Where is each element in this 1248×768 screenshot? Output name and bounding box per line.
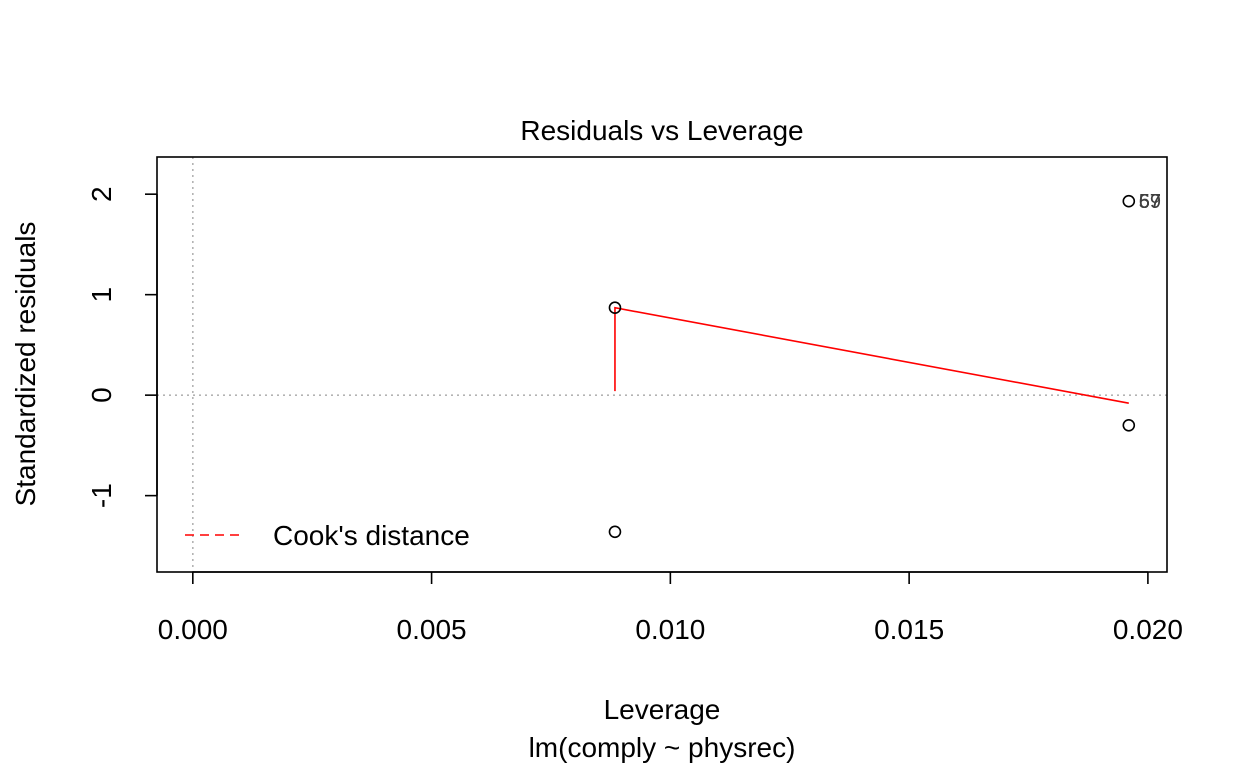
smoother-line-group bbox=[614, 306, 1129, 404]
y-axis: -1 0 1 2 bbox=[86, 186, 158, 508]
x-tick-label: 0.015 bbox=[874, 614, 944, 645]
plot-frame bbox=[156, 156, 1168, 573]
x-axis-label: Leverage bbox=[604, 694, 721, 725]
y-tick-label: -1 bbox=[86, 483, 117, 508]
chart-subtitle: lm(comply ~ physrec) bbox=[529, 732, 796, 763]
legend-label: Cook's distance bbox=[273, 520, 470, 551]
y-tick-label: 2 bbox=[86, 186, 117, 202]
data-point bbox=[1122, 194, 1136, 208]
x-axis: 0.000 0.005 0.010 0.015 0.020 bbox=[158, 571, 1183, 645]
y-tick-label: 1 bbox=[86, 287, 117, 303]
y-tick-label: 0 bbox=[86, 387, 117, 403]
data-point bbox=[608, 525, 622, 539]
chart-title: Residuals vs Leverage bbox=[520, 115, 803, 146]
x-tick-label: 0.005 bbox=[397, 614, 467, 645]
x-tick-label: 0.000 bbox=[158, 614, 228, 645]
y-axis-label: Standardized residuals bbox=[10, 222, 41, 507]
x-tick-label: 0.020 bbox=[1113, 614, 1183, 645]
data-point bbox=[1122, 418, 1136, 432]
x-tick-label: 0.010 bbox=[635, 614, 705, 645]
points-group bbox=[608, 194, 1136, 539]
point-label: 67 bbox=[1139, 191, 1161, 213]
reference-lines bbox=[157, 157, 1167, 572]
data-point bbox=[608, 301, 622, 315]
legend: Cook's distance bbox=[185, 520, 470, 551]
smoother-line bbox=[614, 306, 1129, 404]
point-label: 57 bbox=[1139, 191, 1161, 213]
point-label: 59 bbox=[1139, 191, 1161, 213]
